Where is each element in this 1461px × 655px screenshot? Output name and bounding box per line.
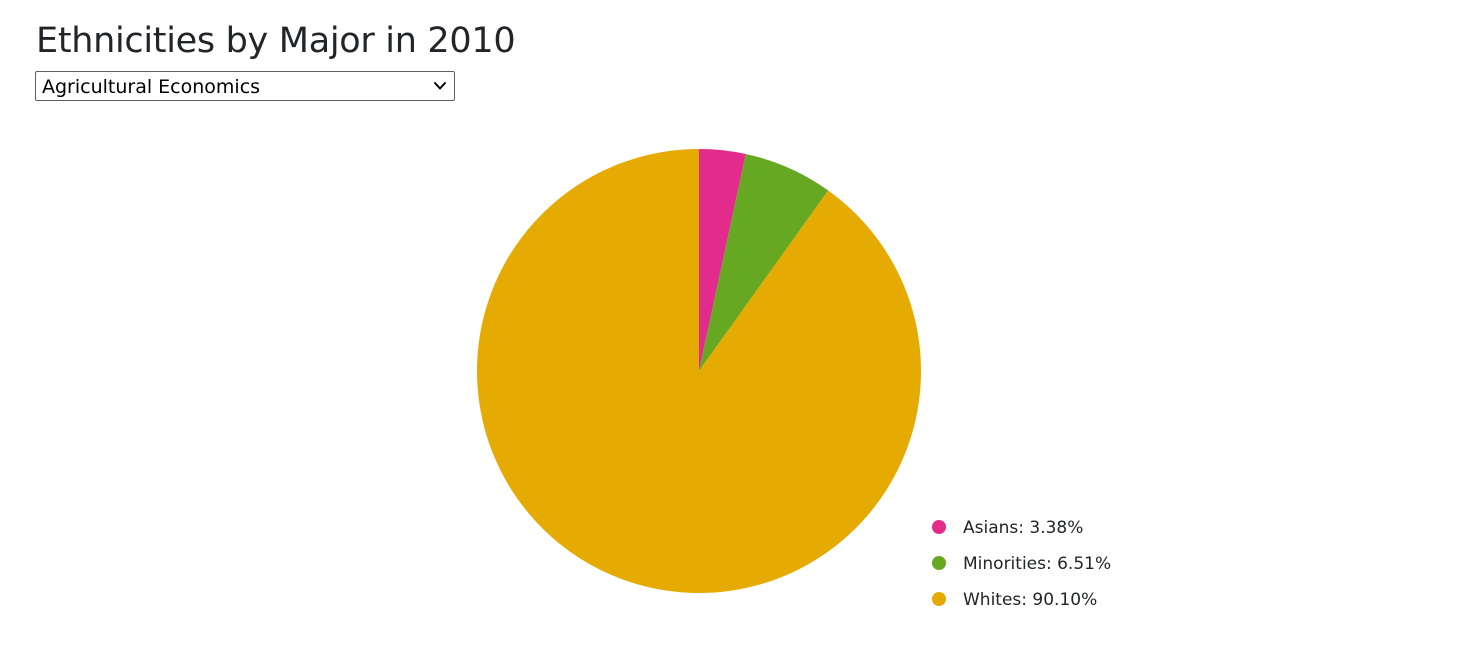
legend-label-minorities: Minorities: 6.51% — [963, 554, 1111, 574]
legend-swatch-asians — [932, 520, 946, 534]
pie-slice-whites[interactable] — [477, 149, 922, 593]
pie-slice-asians[interactable] — [699, 149, 746, 371]
pie-slices — [477, 149, 922, 593]
pie-slice-minorities[interactable] — [699, 153, 829, 371]
major-select[interactable]: Agricultural Economics — [35, 71, 455, 101]
page-title: Ethnicities by Major in 2010 — [36, 21, 516, 61]
legend-label-whites: Whites: 90.10% — [963, 590, 1097, 610]
legend-swatch-minorities — [932, 556, 946, 570]
legend-swatch-whites — [932, 592, 946, 606]
major-select-value: Agricultural Economics — [42, 76, 261, 98]
chart-legend: Asians: 3.38% Minorities: 6.51% Whites: 90… — [932, 518, 1111, 610]
legend-label-asians: Asians: 3.38% — [963, 518, 1083, 538]
chevron-down-icon — [434, 82, 446, 90]
